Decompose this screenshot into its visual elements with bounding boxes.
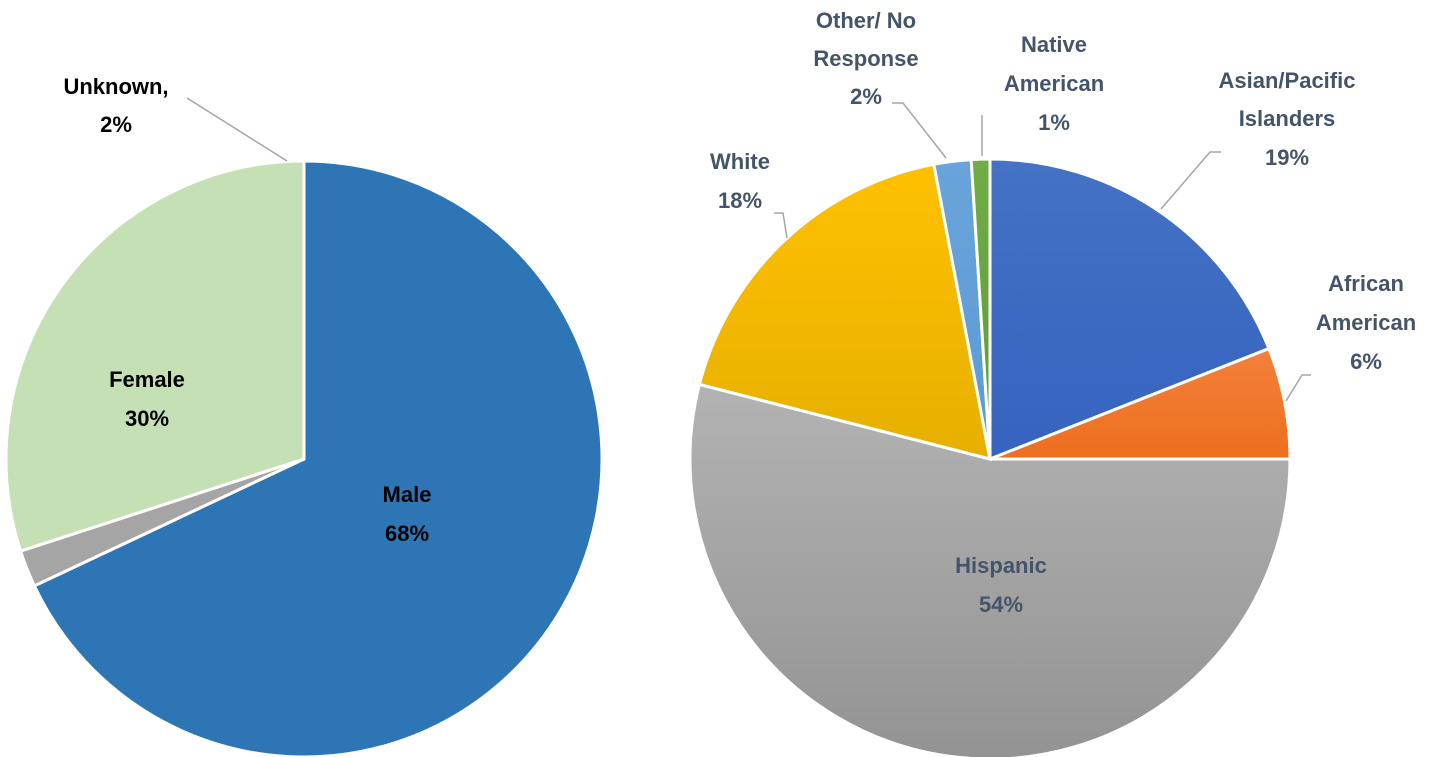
slice-label-asian-pacific-line2: Islanders: [1239, 106, 1336, 131]
gender-pie-chart: [4, 159, 604, 757]
gender-pie-leader-lines: [186, 97, 288, 162]
ethnicity-slice-asian-pacific-islanders: [988, 157, 1271, 462]
slice-label-unknown: Unknown,: [63, 74, 168, 99]
slice-label-african-american-line2: American: [1316, 310, 1416, 335]
slice-pct-other: 2%: [850, 84, 882, 109]
leader-line-african-american: [1285, 374, 1311, 402]
slice-label-native-line2: American: [1004, 71, 1104, 96]
gender-slice-female: [4, 159, 306, 553]
ethnicity-pie-labels: Hispanic 54% Asian/Pacific Islanders 19%…: [710, 8, 1416, 617]
gender-pie-labels: Male 68% Female 30% Unknown, 2%: [63, 74, 431, 546]
slice-pct-african-american: 6%: [1350, 349, 1382, 374]
slice-pct-asian-pacific: 19%: [1265, 145, 1309, 170]
slice-pct-male: 68%: [385, 521, 429, 546]
slice-label-female: Female: [109, 367, 185, 392]
leader-line-unknown: [186, 97, 288, 162]
slice-label-native-line1: Native: [1021, 32, 1087, 57]
slice-label-african-american-line1: African: [1328, 271, 1404, 296]
slice-label-white: White: [710, 149, 770, 174]
slice-label-male: Male: [383, 482, 432, 507]
slice-label-asian-pacific-line1: Asian/Pacific: [1219, 68, 1356, 93]
slice-pct-white: 18%: [718, 188, 762, 213]
ethnicity-pie-chart: [688, 157, 1292, 757]
slice-label-other-line2: Response: [813, 46, 918, 71]
slice-pct-hispanic: 54%: [979, 592, 1023, 617]
ethnicity-pie-leader-lines: [774, 102, 1311, 402]
slice-label-hispanic: Hispanic: [955, 553, 1047, 578]
leader-line-other: [892, 102, 947, 159]
leader-line-asian-pacific: [1160, 151, 1221, 210]
ethnicity-slice-native-american: [969, 157, 992, 460]
leader-line-white: [774, 212, 788, 239]
slice-pct-unknown: 2%: [100, 112, 132, 137]
slice-pct-female: 30%: [125, 406, 169, 431]
slice-label-other-line1: Other/ No: [816, 8, 916, 33]
slice-pct-native: 1%: [1038, 110, 1070, 135]
ethnicity-slice-white: [697, 162, 992, 462]
gender-slice-male: [32, 159, 604, 757]
